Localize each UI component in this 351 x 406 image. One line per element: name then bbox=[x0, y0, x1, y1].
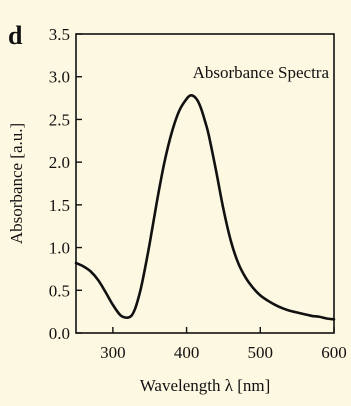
y-axis: 0.0 0.5 1.0 1.5 2.0 2.5 3.0 3.5 bbox=[49, 25, 82, 343]
y-tick-label: 2.5 bbox=[49, 110, 70, 129]
y-tick-label: 3.0 bbox=[49, 68, 70, 87]
y-tick-label: 1.0 bbox=[49, 239, 70, 258]
x-tick-label: 500 bbox=[248, 343, 274, 362]
plot-frame bbox=[75, 33, 335, 334]
x-axis: 300 400 500 600 bbox=[100, 327, 347, 362]
y-tick-label: 1.5 bbox=[49, 196, 70, 215]
y-tick-label: 2.0 bbox=[49, 153, 70, 172]
x-tick-label: 400 bbox=[174, 343, 200, 362]
y-axis-title: Absorbance [a.u.] bbox=[7, 123, 26, 244]
plot-border bbox=[75, 33, 335, 334]
x-tick-label: 600 bbox=[321, 343, 347, 362]
chart-annotation: Absorbance Spectra bbox=[193, 63, 330, 82]
y-tick-label: 0.0 bbox=[49, 324, 70, 343]
x-axis-title: Wavelength λ [nm] bbox=[140, 376, 271, 395]
y-tick-label: 3.5 bbox=[49, 25, 70, 44]
panel-label: d bbox=[8, 21, 23, 50]
y-tick-label: 0.5 bbox=[49, 281, 70, 300]
x-tick-label: 300 bbox=[100, 343, 126, 362]
absorbance-series-line bbox=[74, 94, 336, 321]
